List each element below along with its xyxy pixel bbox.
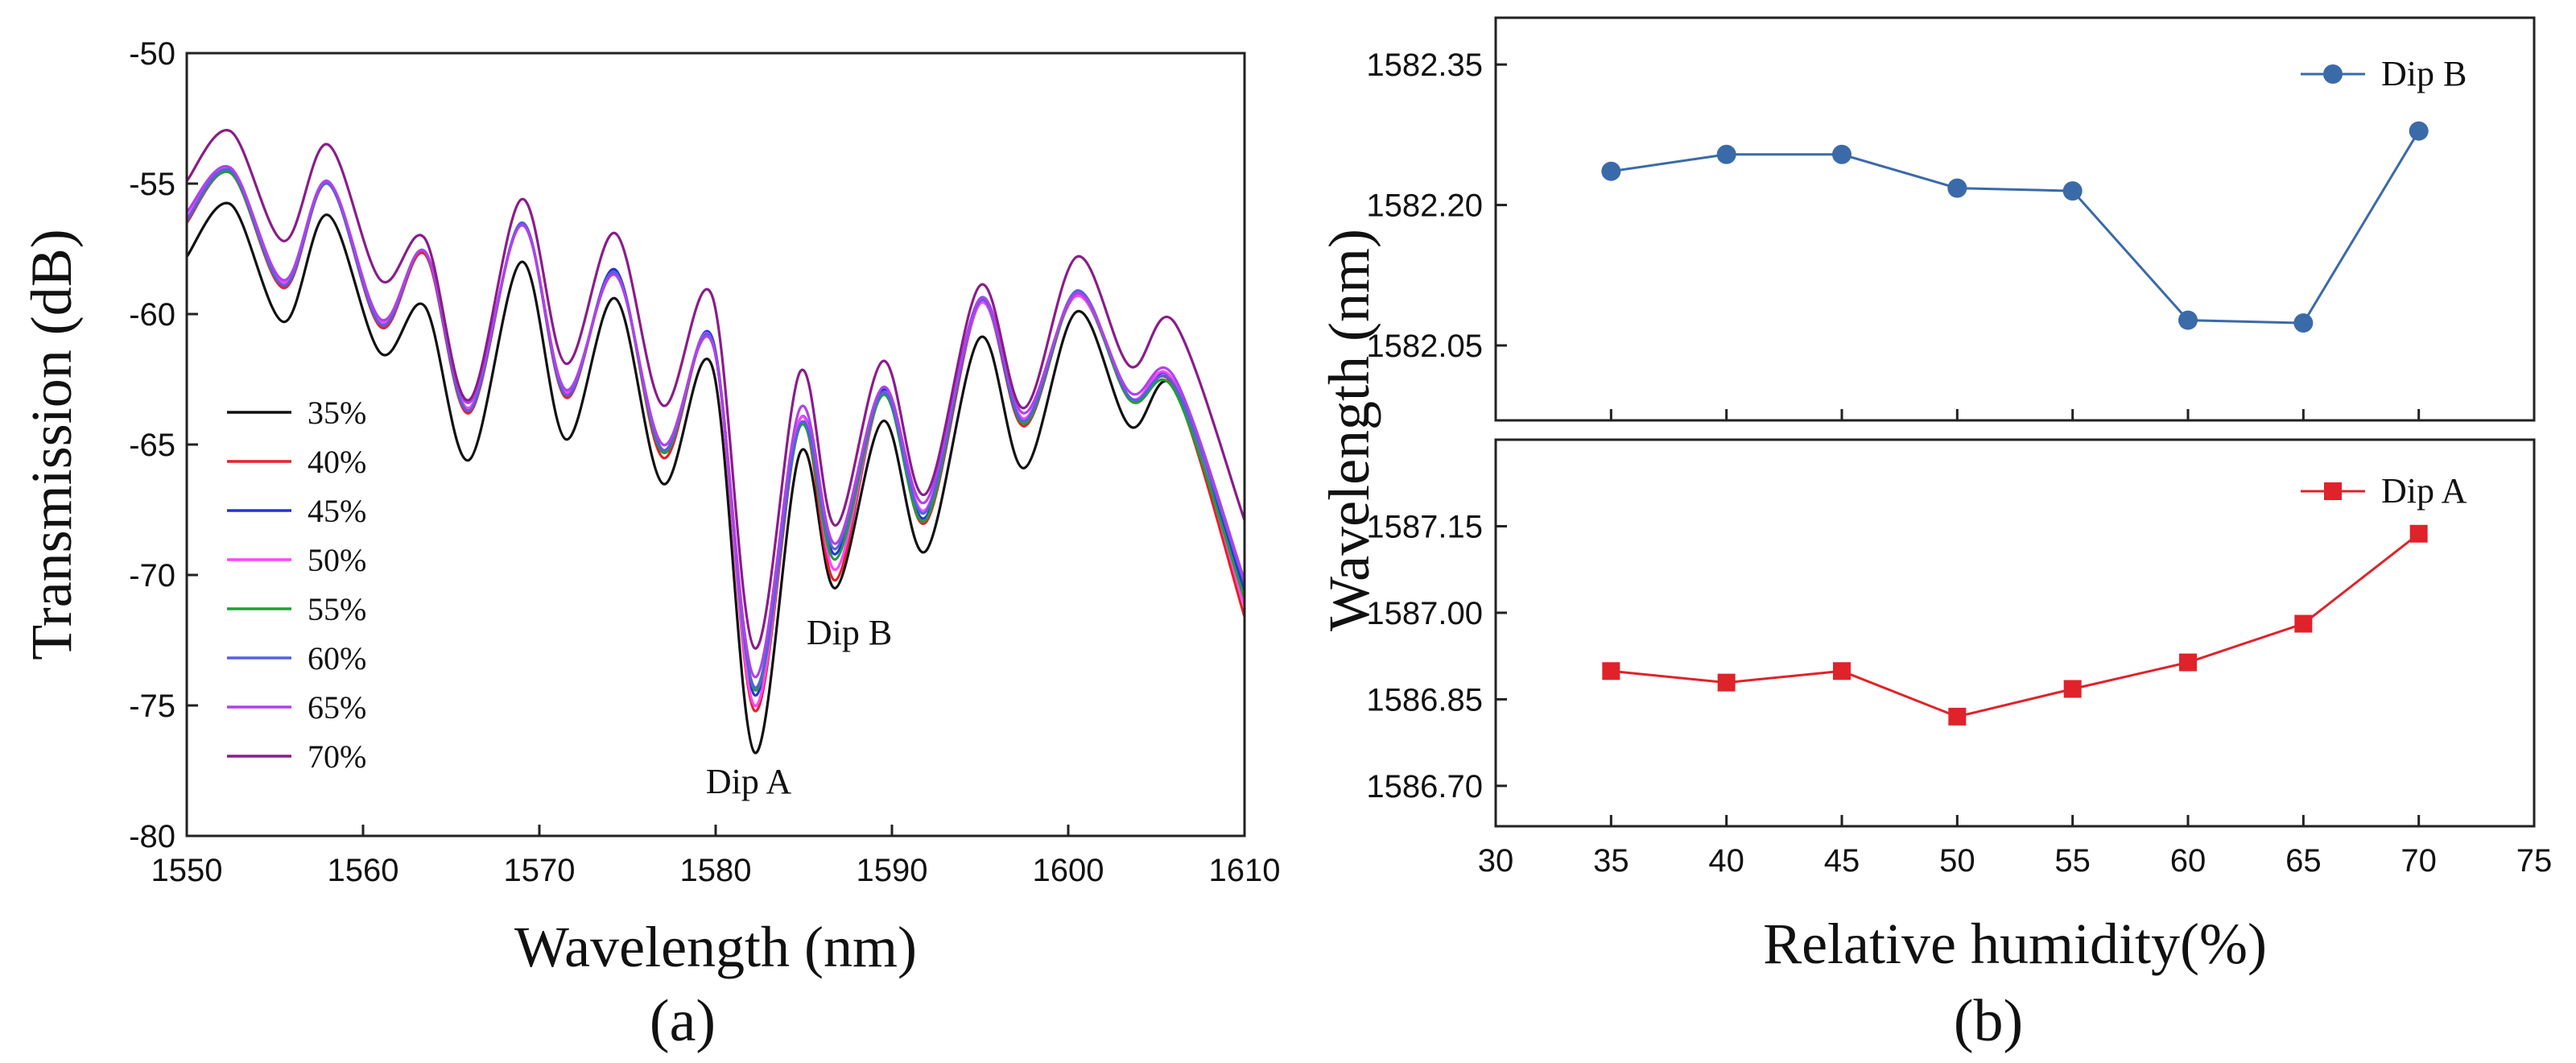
dip-a-point (2063, 680, 2082, 698)
humidity-y-axis-label: Wavelength (nm) (1317, 229, 1381, 631)
humidity-x-tick-label: 50 (1939, 843, 1975, 879)
humidity-y-tick-label: 1586.85 (1366, 682, 1483, 718)
spectrum-legend-label: 60% (308, 640, 366, 676)
humidity-x-tick-label: 65 (2285, 843, 2322, 879)
humidity-y-tick-label: 1582.20 (1366, 188, 1483, 224)
panel-b-label: (b) (1954, 988, 2023, 1054)
spectrum-legend-label: 65% (308, 689, 366, 726)
humidity-x-axis-label: Relative humidity(%) (1763, 912, 2267, 976)
spectrum-x-tick-label: 1550 (151, 853, 223, 888)
humidity-y-tick-label: 1582.05 (1366, 329, 1483, 364)
spectrum-y-tick-label: -55 (129, 167, 175, 202)
humidity-x-tick-label: 55 (2054, 843, 2091, 879)
dip-a-point (2294, 614, 2313, 633)
dip-b-legend-label: Dip B (2381, 54, 2467, 93)
spectrum-x-tick-label: 1600 (1033, 853, 1104, 888)
spectrum-line-35pct (185, 201, 1246, 754)
humidity-x-tick-label: 40 (1708, 843, 1744, 879)
spectrum-chart: 1550 1560 1570 1580 1590 1600 1610 -80 -75 -70 -65… (19, 36, 1280, 1054)
dip-a-line (1611, 532, 2420, 718)
spectrum-legend: 35% 40% 45% 50% 55% 60% 65% 70% (227, 395, 366, 775)
spectrum-legend-label: 70% (308, 738, 366, 775)
dip-b-label: Dip B (807, 613, 892, 652)
humidity-x-tick-label: 75 (2516, 843, 2553, 879)
dip-b-subplot (1601, 121, 2429, 333)
spectrum-x-tick-label: 1570 (504, 853, 576, 888)
spectrum-y-tick-label: -65 (129, 428, 175, 463)
spectrum-legend-label: 45% (308, 493, 366, 529)
dip-b-point (2409, 121, 2429, 141)
spectrum-x-axis-label: Wavelength (nm) (514, 915, 917, 979)
spectrum-x-tick-label: 1560 (328, 853, 399, 888)
humidity-y-tick-label: 1587.15 (1366, 509, 1483, 544)
humidity-x-tick-label: 30 (1478, 843, 1514, 879)
spectrum-x-tick-label: 1590 (857, 853, 928, 888)
dip-b-point (1601, 161, 1621, 181)
humidity-y-tick-label: 1586.70 (1366, 769, 1483, 804)
dip-b-point (1716, 144, 1736, 164)
spectrum-x-tick-label: 1610 (1209, 853, 1281, 888)
dip-a-legend: Dip A (2301, 471, 2467, 511)
spectrum-x-tick-label: 1580 (680, 853, 752, 888)
spectrum-y-tick-label: -80 (129, 819, 175, 854)
spectrum-line-65pct (185, 164, 1246, 679)
dip-b-point (2062, 181, 2083, 201)
dip-a-legend-label: Dip A (2381, 471, 2467, 511)
panel-a-label: (a) (650, 988, 716, 1054)
spectrum-line-70pct (185, 129, 1246, 650)
spectrum-series-group (185, 129, 1246, 754)
dip-b-plot-frame (1494, 16, 2536, 422)
dip-a-label: Dip A (706, 762, 792, 801)
dip-b-legend: Dip B (2301, 54, 2467, 93)
dip-a-point (1717, 673, 1736, 692)
dip-b-point (2293, 313, 2314, 333)
humidity-x-tick-label: 60 (2170, 843, 2207, 879)
spectrum-legend-label: 55% (308, 591, 366, 627)
spectrum-y-tick-label: -70 (129, 558, 175, 594)
dip-b-point (1832, 144, 1852, 164)
humidity-y-tick-label: 1582.35 (1366, 48, 1483, 83)
spectrum-y-tick-label: -50 (129, 36, 175, 72)
spectrum-legend-label: 50% (308, 542, 366, 578)
spectrum-legend-label: 40% (308, 444, 366, 480)
humidity-y-tick-label: 1587.00 (1366, 596, 1483, 631)
spectrum-y-tick-label: -75 (129, 689, 175, 724)
dip-a-point (2409, 524, 2428, 543)
dip-a-point (1948, 707, 1967, 726)
humidity-x-tick-label: 35 (1593, 843, 1629, 879)
spectrum-y-tick-label: -60 (129, 297, 175, 333)
dip-a-point (2179, 653, 2197, 672)
humidity-x-tick-label: 70 (2401, 843, 2437, 879)
dip-a-point (1602, 662, 1620, 680)
dip-a-plot-frame (1494, 438, 2536, 828)
humidity-chart: 1582.05 1582.20 1582.35 1586.70 1586.85 1587.… (1317, 16, 2553, 1054)
dip-a-subplot (1602, 524, 2428, 726)
dip-a-point (1833, 662, 1851, 680)
dip-b-point (1947, 178, 1967, 198)
dip-b-point (2178, 310, 2198, 330)
humidity-x-tick-label: 45 (1824, 843, 1860, 879)
dip-b-line (1611, 130, 2420, 325)
spectrum-legend-label: 35% (308, 395, 366, 431)
spectrum-y-axis-label: Transmission (dB) (19, 229, 84, 660)
